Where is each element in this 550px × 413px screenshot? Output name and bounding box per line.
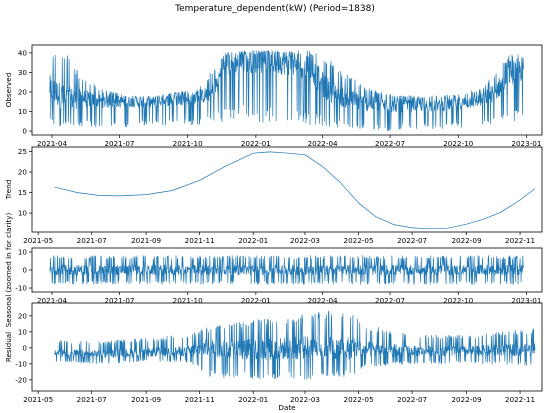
trend-ytick-label: 15 bbox=[18, 188, 27, 197]
residual-ytick-label: -20 bbox=[15, 375, 27, 384]
residual-series-line bbox=[54, 310, 536, 380]
trend-series-line bbox=[54, 151, 536, 230]
observed-ytick-label: 10 bbox=[18, 107, 28, 116]
observed-xtick-label: 2021-10 bbox=[173, 139, 203, 148]
seasonal-xtick-label: 2022-04 bbox=[308, 296, 338, 305]
seasonal-panel: -10 0 10 2021-04 2021-07 2021-10 2022-01 2022-0… bbox=[4, 213, 543, 328]
seasonal-ytick-label: -10 bbox=[15, 284, 27, 293]
seasonal-xtick-label: 2022-01 bbox=[241, 296, 271, 305]
trend-panel: 10 15 20 25 2021-05 2021-07 2021-09 2021-11 2022… bbox=[4, 146, 543, 245]
seasonal-xtick-label: 2022-10 bbox=[443, 296, 473, 305]
observed-xtick-label: 2023-01 bbox=[511, 139, 541, 148]
observed-y-axis-label: Observed bbox=[4, 73, 13, 108]
seasonal-xtick-label: 2022-07 bbox=[375, 296, 405, 305]
observed-panel: 0 10 20 30 40 2021-04 2021-07 2021-10 2022-01 202… bbox=[4, 44, 543, 148]
residual-y-axis-label: Residual bbox=[4, 332, 13, 362]
residual-xtick-label: 2022-05 bbox=[344, 395, 374, 404]
seasonal-series-line bbox=[49, 255, 524, 285]
residual-ytick-label: 10 bbox=[18, 327, 28, 336]
trend-y-axis-label: Trend bbox=[4, 180, 13, 201]
seasonal-xtick-label: 2021-04 bbox=[37, 296, 67, 305]
observed-xtick-label: 2021-07 bbox=[104, 139, 134, 148]
observed-xtick-label: 2021-04 bbox=[37, 139, 67, 148]
figure-title: Temperature_dependent(kW) (Period=1838) bbox=[174, 4, 375, 14]
residual-xtick-label: 2022-01 bbox=[238, 395, 268, 404]
residual-xtick-label: 2022-07 bbox=[397, 395, 427, 404]
seasonal-y-axis-label: Seasonal (zoomed in for clarity) bbox=[4, 213, 13, 328]
observed-ytick-label: 30 bbox=[18, 68, 28, 77]
residual-xtick-label: 2021-05 bbox=[23, 395, 53, 404]
observed-ytick-label: 20 bbox=[18, 87, 28, 96]
trend-xtick-label: 2021-07 bbox=[77, 236, 107, 245]
residual-xtick-label: 2022-09 bbox=[451, 395, 481, 404]
residual-ytick-label: 20 bbox=[18, 311, 28, 320]
x-axis-label: Date bbox=[278, 403, 296, 412]
observed-axes-frame bbox=[31, 44, 543, 136]
trend-xtick-label: 2022-01 bbox=[238, 236, 268, 245]
trend-xtick-label: 2021-11 bbox=[185, 236, 215, 245]
residual-axes-frame bbox=[31, 302, 543, 392]
residual-xtick-label: 2021-09 bbox=[131, 395, 161, 404]
trend-axes-frame bbox=[31, 146, 543, 233]
trend-xtick-label: 2022-11 bbox=[505, 236, 535, 245]
residual-xtick-label: 2021-07 bbox=[77, 395, 107, 404]
seasonal-ytick-label: 10 bbox=[18, 247, 28, 256]
trend-ytick-label: 25 bbox=[18, 147, 27, 156]
residual-ytick-label: -10 bbox=[15, 359, 27, 368]
observed-ytick-label: 0 bbox=[22, 127, 27, 136]
seasonal-ytick-label: 0 bbox=[22, 266, 27, 275]
observed-series-line bbox=[49, 50, 524, 131]
residual-xtick-label: 2021-11 bbox=[185, 395, 215, 404]
trend-xtick-label: 2022-03 bbox=[290, 236, 320, 245]
seasonal-xtick-label: 2023-01 bbox=[511, 296, 541, 305]
observed-xtick-label: 2022-04 bbox=[308, 139, 338, 148]
trend-xtick-label: 2021-09 bbox=[131, 236, 161, 245]
residual-xtick-label: 2022-11 bbox=[505, 395, 535, 404]
observed-ytick-label: 40 bbox=[18, 48, 28, 57]
trend-xtick-label: 2022-05 bbox=[344, 236, 374, 245]
residual-panel: -20 -10 0 10 20 2021-05 2021-07 2021-09 2021-11 2… bbox=[4, 302, 543, 404]
residual-ytick-label: 0 bbox=[22, 343, 27, 352]
observed-xtick-label: 2022-07 bbox=[375, 139, 405, 148]
seasonal-xtick-label: 2021-07 bbox=[104, 296, 134, 305]
trend-ytick-label: 20 bbox=[18, 168, 28, 177]
observed-xtick-label: 2022-01 bbox=[241, 139, 271, 148]
residual-xtick-label: 2022-03 bbox=[290, 395, 320, 404]
trend-xtick-label: 2021-05 bbox=[23, 236, 53, 245]
observed-xtick-label: 2022-10 bbox=[443, 139, 473, 148]
seasonal-xtick-label: 2021-10 bbox=[173, 296, 203, 305]
trend-xtick-label: 2022-09 bbox=[451, 236, 481, 245]
trend-xtick-label: 2022-07 bbox=[397, 236, 427, 245]
trend-ytick-label: 10 bbox=[18, 209, 28, 218]
